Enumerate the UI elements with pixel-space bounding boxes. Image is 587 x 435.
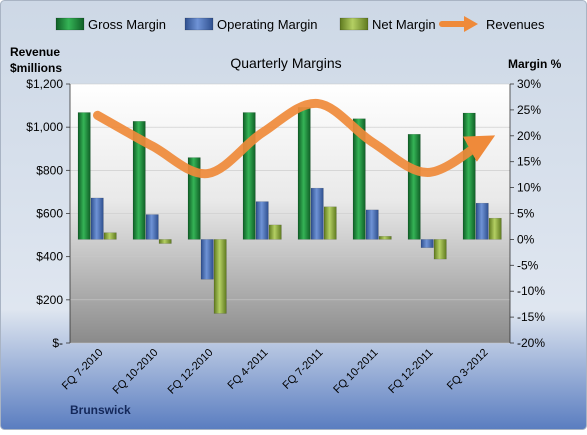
left-axis-ticks: $- $200 $400 $600 $800 $1,000 $1,200 [26,77,71,350]
right-tick-label: 30% [517,77,541,91]
revenue-line [93,98,496,179]
left-tick-label: $600 [36,207,63,221]
right-tick-label: -20% [517,336,545,350]
gross-margin-bar [407,134,421,240]
right-tick-label: 15% [517,155,541,169]
brand-label: Brunswick [70,403,131,417]
operating-margin-bar [310,187,324,240]
net-margin-bar [488,217,502,240]
right-tick-label: -15% [517,310,545,324]
net-margin-bar [433,239,447,260]
legend-revenues: Revenues [439,16,545,32]
gross-margin-bar [242,112,256,240]
net-margin-bar [213,239,227,314]
left-tick-label: $1,200 [26,77,63,91]
right-axis-title: Margin % [508,57,562,71]
legend-operating-margin: Operating Margin [184,17,317,32]
left-tick-label: $400 [36,250,63,264]
legend-net-margin: Net Margin [339,17,436,32]
gross-margin-bar [132,121,146,240]
operating-margin-bar [200,239,214,280]
legend-swatch [339,17,369,31]
right-tick-label: 10% [517,181,541,195]
net-margin-bar [378,236,392,240]
gross-margin-bar [297,107,311,240]
gross-margin-bar [352,118,366,240]
operating-margin-bar [365,209,379,240]
left-axis-title-line1: Revenue [10,45,60,59]
left-tick-label: $200 [36,293,63,307]
legend-label: Net Margin [372,17,436,32]
gross-margin-bar [187,157,201,240]
right-tick-label: -10% [517,284,545,298]
net-margin-bar [268,224,282,240]
net-margin-bar [158,239,172,244]
right-tick-label: 25% [517,103,541,117]
operating-margin-bar [475,202,489,240]
chart-title: Quarterly Margins [230,55,341,71]
right-axis-ticks: -20% -15% -10% -5% 0% 5% 10% 15% 20% 25% 30% [509,77,545,350]
right-tick-label: 20% [517,129,541,143]
left-tick-label: $1,000 [26,120,63,134]
net-margin-bar [323,206,337,240]
legend-swatch [55,17,85,31]
gross-margin-bar [462,112,476,240]
legend-swatch-arrow [464,16,478,32]
legend-label: Operating Margin [217,17,317,32]
gross-margin-bar [77,112,91,240]
net-margin-bar [103,232,117,240]
left-tick-label: $- [52,336,63,350]
legend: Gross Margin Operating Margin Net Margin Re… [55,16,545,32]
revenue-series [93,98,496,179]
left-tick-label: $800 [36,163,63,177]
bars [77,107,502,314]
legend-gross-margin: Gross Margin [55,17,166,32]
right-tick-label: 0% [517,232,535,246]
operating-margin-bar [420,239,434,248]
operating-margin-bar [90,197,104,240]
legend-label: Gross Margin [88,17,166,32]
legend-label: Revenues [486,17,545,32]
right-tick-label: 5% [517,207,535,221]
left-axis-title-line2: $millions [10,61,62,75]
legend-swatch [184,17,214,31]
operating-margin-bar [255,201,269,240]
right-tick-label: -5% [517,258,539,272]
operating-margin-bar [145,214,159,240]
